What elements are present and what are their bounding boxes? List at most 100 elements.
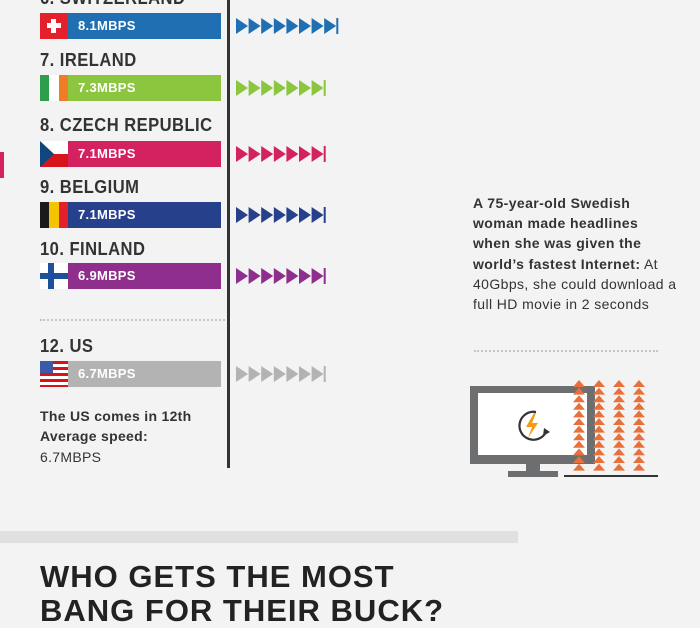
speed-arrow-mark: [248, 146, 261, 162]
upload-arrow-mark: [573, 380, 585, 387]
czech-flag-icon: [40, 141, 68, 167]
chart-axis-line: [227, 0, 230, 468]
speed-arrow-mark: [299, 146, 311, 162]
upload-arrow-mark: [633, 395, 645, 403]
upload-arrow-mark: [633, 463, 645, 471]
upload-arrow-mark: [593, 463, 605, 471]
upload-arrow-mark: [573, 433, 585, 441]
speed-arrow-mark: [236, 207, 248, 223]
section-heading-line1: WHO GETS THE MOST: [40, 559, 395, 594]
speed-arrow-mark: [311, 18, 324, 34]
fact-bold: A 75-year-old Swedish woman made headlin…: [473, 195, 642, 272]
ireland-flag-icon: [40, 75, 68, 101]
speed-arrow-mark: [236, 18, 248, 34]
bar-finland: 6.9MBPS: [40, 263, 221, 289]
upload-arrow-mark: [573, 387, 585, 395]
speed-arrow-mark: [311, 146, 324, 162]
upload-arrow-mark: [593, 418, 605, 425]
upload-arrow-mark: [633, 440, 645, 448]
speed-arrow-mark: [311, 80, 324, 96]
upload-arrow-mark: [593, 440, 605, 448]
upload-arrow-mark: [573, 440, 585, 448]
fact-regular: At 40Gbps, she could download a full HD …: [473, 255, 677, 313]
section-heading-line2: BANG FOR THEIR BUCK?: [40, 593, 445, 628]
upload-arrow-mark: [613, 456, 625, 463]
refresh-arrow-icon: [518, 410, 550, 441]
speed-arrow-mark: [261, 268, 274, 284]
bar-value-label: 7.1MBPS: [78, 146, 136, 161]
speed-arrow-mark: [248, 268, 261, 284]
us-flag-icon: [40, 361, 68, 387]
speed-arrow-mark: [273, 18, 286, 34]
upload-arrow-mark: [593, 410, 605, 418]
upload-arrow-mark: [613, 402, 625, 410]
speed-arrow-mark: [299, 366, 311, 382]
upload-arrow-mark: [613, 410, 625, 418]
upload-arrow-mark: [633, 387, 645, 395]
upload-arrow-mark: [633, 380, 645, 387]
upload-arrow-mark: [593, 402, 605, 410]
upload-arrow-mark: [633, 433, 645, 441]
speed-arrow-mark: [248, 366, 261, 382]
upload-arrow-mark: [573, 463, 585, 471]
speed-arrow-mark: [324, 18, 337, 34]
upload-arrow-mark: [613, 440, 625, 448]
upload-arrow-mark: [613, 418, 625, 425]
section-heading: WHO GETS THE MOST BANG FOR THEIR BUCK?: [40, 560, 444, 628]
bar-value-label: 7.3MBPS: [78, 80, 136, 95]
speed-arrow-mark: [286, 146, 299, 162]
speed-arrow-mark: [273, 80, 286, 96]
upload-arrow-mark: [593, 448, 605, 456]
upload-arrow-mark: [593, 425, 605, 433]
speed-arrow-mark: [236, 366, 248, 382]
upload-arrow-mark: [593, 395, 605, 403]
speed-arrow-mark: [236, 268, 248, 284]
belgium-flag-icon: [40, 202, 68, 228]
speed-arrow-mark: [286, 366, 299, 382]
bar-value-label: 8.1MBPS: [78, 18, 136, 33]
country-title-belgium: 9. BELGIUM: [40, 177, 140, 197]
upload-arrow-mark: [573, 448, 585, 456]
speed-arrow-mark: [261, 80, 274, 96]
speed-arrow-mark: [273, 268, 286, 284]
upload-arrow-mark: [593, 456, 605, 463]
speed-arrow-mark: [261, 366, 274, 382]
country-title-us: 12. US: [40, 336, 94, 356]
section-divider-bar: [0, 531, 518, 543]
speed-arrow-mark: [273, 207, 286, 223]
bar-czech-republic: 7.1MBPS: [40, 141, 221, 167]
upload-arrow-mark: [633, 410, 645, 418]
bar-switzerland: 8.1MBPS: [40, 13, 221, 39]
speed-arrow-mark: [236, 146, 248, 162]
upload-arrow-mark: [633, 402, 645, 410]
speed-arrow-mark: [286, 80, 299, 96]
speed-arrow-mark: [299, 207, 311, 223]
upload-arrow-mark: [573, 425, 585, 433]
upload-arrow-mark: [613, 463, 625, 471]
speed-arrow-mark: [299, 18, 311, 34]
speed-arrow-mark: [299, 268, 311, 284]
speed-arrow-end-mark: [323, 80, 326, 96]
upload-arrow-mark: [633, 418, 645, 425]
bar-value-label: 6.7MBPS: [78, 366, 136, 381]
upload-arrow-mark: [573, 456, 585, 463]
fact-separator-dotted: [474, 350, 658, 352]
upload-arrow-mark: [593, 433, 605, 441]
upload-arrow-mark: [593, 387, 605, 395]
upload-arrow-mark: [633, 448, 645, 456]
upload-arrows-icon: [573, 380, 645, 471]
speed-arrow-mark: [286, 268, 299, 284]
upload-arrow-mark: [573, 395, 585, 403]
speed-arrow-end-mark: [323, 207, 326, 223]
speed-arrow-mark: [286, 207, 299, 223]
upload-arrow-mark: [633, 456, 645, 463]
upload-arrow-mark: [573, 418, 585, 425]
fact-text: A 75-year-old Swedish woman made headlin…: [473, 193, 678, 314]
speed-arrow-end-mark: [323, 366, 326, 382]
upload-arrow-mark: [633, 425, 645, 433]
upload-arrow-mark: [573, 402, 585, 410]
speed-arrow-end-mark: [323, 146, 326, 162]
us-note: The US comes in 12th Average speed: 6.7M…: [40, 406, 191, 467]
speed-arrow-mark: [261, 207, 274, 223]
